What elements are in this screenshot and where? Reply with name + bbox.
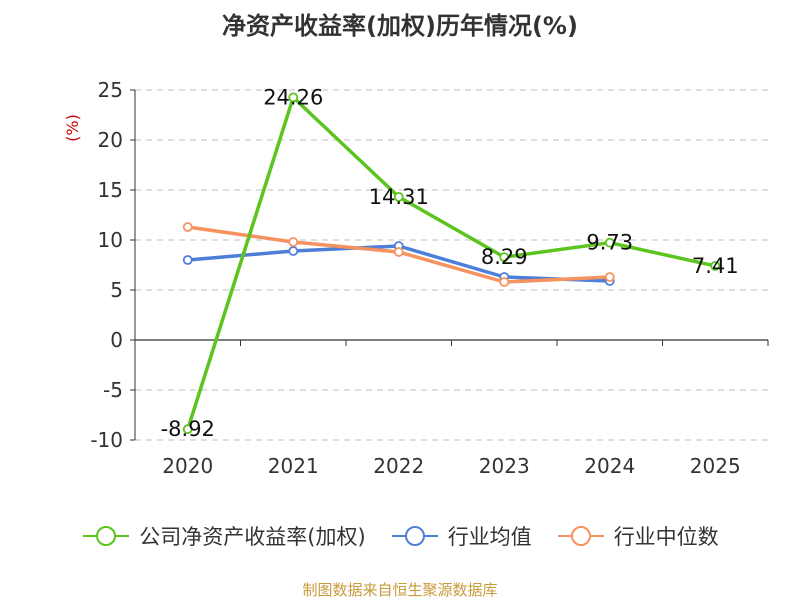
y-tick-label: 15	[98, 178, 123, 202]
data-labels: -8.92 24.26 14.31 8.29 9.73 7.41	[161, 85, 739, 441]
legend-item[interactable]: 公司净资产收益率(加权)	[81, 521, 366, 551]
data-point	[393, 191, 404, 202]
data-label: -8.92	[161, 417, 215, 441]
y-tick-label: 0	[110, 328, 123, 352]
axes: 25 20 15 10 5 0 -5 -10 2020 2021 2022 2023 2024 2025 (…	[63, 78, 769, 478]
legend-label: 行业中位数	[613, 525, 719, 549]
grid-lines	[135, 89, 768, 441]
data-point	[499, 252, 510, 263]
x-tick-label: 2024	[584, 454, 635, 478]
data-label: 8.29	[481, 245, 528, 269]
legend-item[interactable]: 行业均值	[390, 521, 532, 551]
data-label: 9.73	[586, 231, 633, 255]
data-point	[288, 246, 299, 256]
data-label: 24.26	[263, 85, 323, 109]
data-point	[182, 222, 193, 232]
y-tick-label: 25	[98, 78, 123, 102]
series-lines	[182, 92, 721, 435]
data-point	[499, 277, 510, 287]
source-note: 制图数据来自恒生聚源数据库	[302, 581, 498, 599]
legend-label: 行业均值	[447, 525, 532, 549]
chart-title: 净资产收益率(加权)历年情况(%)	[222, 12, 578, 40]
data-point	[710, 260, 721, 271]
y-tick-label: 20	[98, 128, 123, 152]
y-tick-label: 10	[98, 228, 123, 252]
x-tick-label: 2020	[162, 454, 213, 478]
y-tick-label: -5	[103, 378, 123, 402]
data-point	[182, 255, 193, 265]
data-point	[604, 272, 615, 282]
data-point	[288, 237, 299, 247]
y-tick-label: 5	[110, 278, 123, 302]
legend-swatch-icon	[391, 526, 438, 546]
data-label: 14.31	[369, 185, 429, 209]
legend: 公司净资产收益率(加权) 行业均值 行业中位数	[0, 521, 800, 551]
x-tick-label: 2023	[479, 454, 530, 478]
data-point	[393, 247, 404, 257]
y-axis-label: (%)	[63, 114, 82, 142]
data-point	[288, 92, 299, 103]
legend-swatch-icon	[557, 526, 604, 546]
legend-swatch-icon	[83, 526, 130, 546]
y-tick-label: -10	[90, 428, 123, 452]
data-label: 7.41	[692, 254, 739, 278]
x-tick-label: 2021	[268, 454, 319, 478]
legend-item[interactable]: 行业中位数	[556, 521, 719, 551]
legend-label: 公司净资产收益率(加权)	[139, 525, 366, 549]
data-point	[604, 237, 615, 248]
data-point	[182, 424, 193, 435]
x-tick-label: 2022	[373, 454, 424, 478]
x-tick-label: 2025	[690, 454, 741, 478]
series-line	[186, 95, 716, 430]
